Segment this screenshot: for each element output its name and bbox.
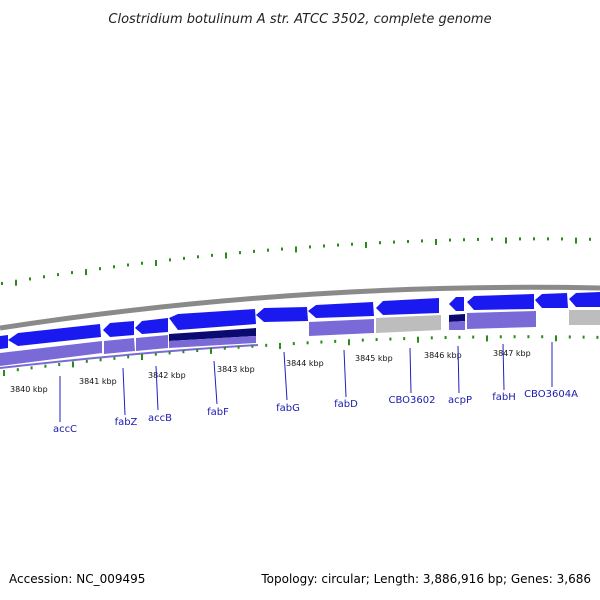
cds-band[interactable] [309, 319, 374, 336]
gene-label-CBO3604A[interactable]: CBO3604A [524, 389, 578, 400]
kbp-label: 3842 kbp [148, 371, 186, 380]
gene-arrow[interactable] [169, 309, 256, 330]
genome-backbone [0, 284, 600, 331]
gene-label-CBO3602[interactable]: CBO3602 [389, 395, 436, 406]
inner-tick-track [3, 335, 599, 376]
kbp-label: 3843 kbp [217, 365, 255, 374]
gene-arrow[interactable] [467, 294, 534, 310]
genome-title: Clostridium botulinum A str. ATCC 3502, … [108, 12, 491, 27]
cds-band-gray[interactable] [569, 310, 600, 325]
kbp-label: 3844 kbp [286, 359, 324, 368]
kbp-scale: 3840 kbp 3841 kbp 3842 kbp 3843 kbp 3844… [10, 349, 531, 394]
gene-arrow[interactable] [449, 297, 464, 311]
gene-label-fabH[interactable]: fabH [492, 392, 516, 403]
gene-arrow[interactable] [8, 324, 101, 346]
gene-label-fabF[interactable]: fabF [207, 407, 229, 418]
kbp-label: 3847 kbp [493, 349, 531, 358]
kbp-label: 3840 kbp [10, 385, 48, 394]
gene-arrow[interactable] [569, 292, 600, 307]
cds-band[interactable] [449, 321, 465, 330]
gene-arrow[interactable] [535, 293, 568, 308]
cds-band-dark[interactable] [169, 328, 256, 341]
gene-label-fabG[interactable]: fabG [276, 403, 300, 414]
gene-label-acpP[interactable]: acpP [448, 395, 472, 406]
cds-band[interactable] [104, 338, 135, 354]
gene-labels: accC fabZ accB fabF fabG fabD CBO3602 ac… [53, 389, 578, 435]
gene-arrow[interactable] [308, 302, 374, 318]
outer-tick-track [1, 237, 591, 286]
gene-arrow[interactable] [135, 318, 168, 334]
gene-arrow[interactable] [376, 298, 439, 315]
gene-label-accC[interactable]: accC [53, 424, 77, 435]
kbp-label: 3846 kbp [424, 351, 462, 360]
gene-arrow[interactable] [256, 307, 308, 322]
gene-arrow[interactable] [103, 321, 134, 337]
accession-text: Accession: NC_009495 [9, 572, 146, 586]
gene-label-fabD[interactable]: fabD [334, 399, 358, 410]
cds-band-gray[interactable] [376, 315, 441, 333]
gene-track [0, 292, 600, 349]
cds-band-dark[interactable] [449, 314, 465, 322]
cds-band[interactable] [169, 336, 256, 348]
gene-label-fabZ[interactable]: fabZ [115, 417, 138, 428]
band-baseline [0, 344, 259, 369]
gene-label-accB[interactable]: accB [148, 413, 172, 424]
kbp-label: 3845 kbp [355, 354, 393, 363]
topology-text: Topology: circular; Length: 3,886,916 bp… [261, 572, 591, 586]
cds-band[interactable] [0, 341, 102, 366]
kbp-label: 3841 kbp [79, 377, 117, 386]
gene-leader-lines [59, 342, 553, 422]
cds-band[interactable] [136, 335, 168, 351]
cds-band-track [0, 310, 600, 366]
gene-arrow[interactable] [0, 335, 8, 349]
cds-band[interactable] [467, 311, 536, 329]
